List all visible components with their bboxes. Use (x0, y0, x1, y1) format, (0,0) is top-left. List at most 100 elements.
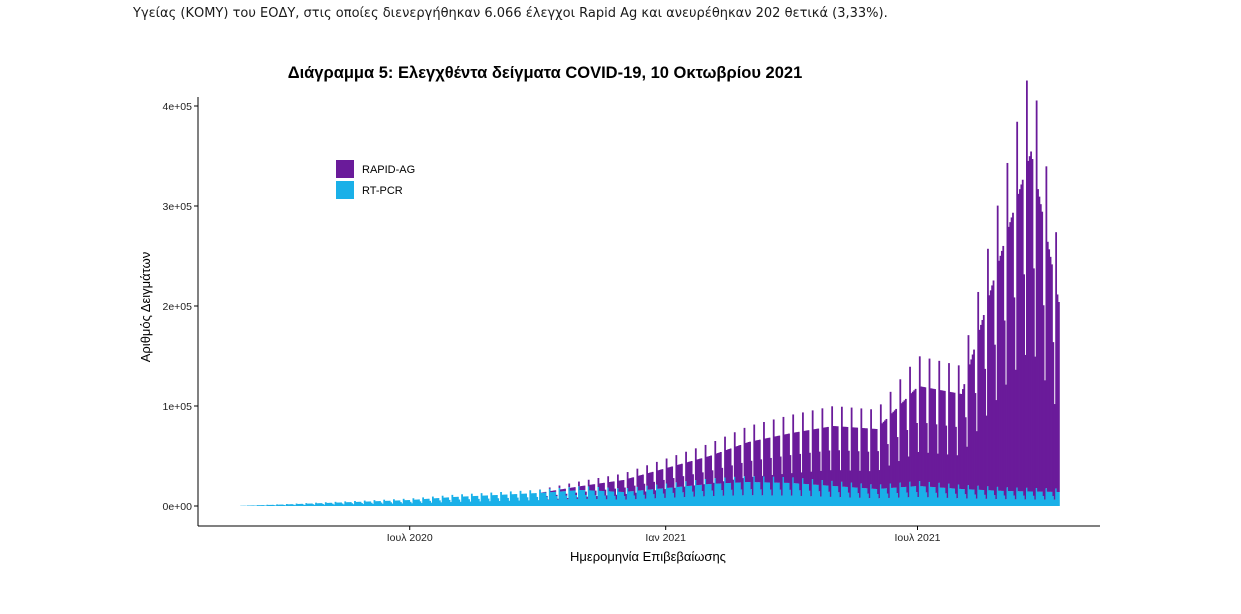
bar-rt-pcr (572, 490, 575, 506)
bar-rapid-ag (1049, 256, 1052, 492)
bar-rapid-ag (603, 482, 605, 492)
bar-rapid-ag (774, 436, 776, 483)
bar-rapid-ag (1055, 232, 1058, 489)
bar-rt-pcr (982, 490, 985, 506)
bar-rt-pcr (872, 488, 875, 506)
bar-rt-pcr (768, 482, 771, 506)
bar-rt-pcr (284, 505, 287, 506)
bar-rt-pcr (817, 484, 820, 506)
bar-rt-pcr (561, 491, 564, 506)
bar-rt-pcr (868, 498, 871, 506)
bar-rt-pcr (1039, 491, 1042, 506)
bar-rt-pcr (860, 483, 863, 506)
bar-rt-pcr (566, 499, 569, 506)
bar-rapid-ag (845, 426, 847, 487)
bar-rt-pcr (725, 483, 728, 506)
bar-rt-pcr (548, 488, 551, 506)
bar-rt-pcr (693, 496, 696, 506)
bar-rt-pcr (679, 486, 682, 506)
bar-rt-pcr (571, 490, 573, 506)
bar-rt-pcr (559, 491, 562, 506)
bar-rt-pcr (842, 486, 845, 506)
bar-rapid-ag (650, 472, 653, 490)
bar-rapid-ag (637, 475, 640, 491)
bar-rt-pcr (443, 497, 445, 506)
bar-rapid-ag (625, 493, 628, 500)
bar-rt-pcr (633, 495, 636, 506)
bar-rt-pcr (459, 501, 462, 506)
bar-rt-pcr (907, 497, 910, 506)
x-axis-label: Ημερομηνία Επιβεβαίωσης (570, 549, 726, 564)
bar-rapid-ag (829, 470, 832, 497)
bar-rt-pcr (331, 503, 334, 506)
bar-rapid-ag (982, 315, 985, 491)
bar-rapid-ag (669, 466, 672, 488)
bar-rt-pcr (920, 486, 923, 506)
bar-rt-pcr (565, 495, 568, 506)
bar-rapid-ag (877, 451, 879, 495)
bar-rt-pcr (468, 499, 470, 506)
bar-rt-pcr (395, 500, 398, 506)
bar-rt-pcr (450, 502, 452, 506)
bar-rapid-ag (882, 421, 885, 489)
bar-rt-pcr (832, 486, 835, 506)
bar-rt-pcr (316, 503, 319, 506)
bar-rt-pcr (875, 489, 878, 506)
bar-rapid-ag (664, 489, 667, 498)
bar-rapid-ag (874, 428, 877, 489)
bar-rt-pcr (466, 496, 469, 506)
bar-rt-pcr (335, 502, 338, 506)
bar-rt-pcr (372, 503, 374, 506)
bar-rt-pcr (568, 487, 571, 506)
bar-rt-pcr (601, 491, 604, 506)
bar-rapid-ag (792, 414, 795, 478)
bar-rt-pcr (283, 504, 285, 506)
bar-rt-pcr (644, 498, 647, 506)
bar-rt-pcr (546, 496, 548, 506)
bar-rapid-ag (998, 260, 1000, 491)
bar-rt-pcr (589, 490, 591, 506)
bar-rt-pcr (402, 498, 405, 506)
bar-rt-pcr (252, 505, 255, 506)
bar-rt-pcr (642, 490, 644, 506)
bar-rt-pcr (981, 489, 984, 506)
bar-rt-pcr (1038, 491, 1041, 506)
bar-rapid-ag (910, 393, 913, 487)
bar-rt-pcr (653, 494, 655, 506)
bar-rapid-ag (675, 455, 678, 483)
bar-rt-pcr (729, 482, 732, 506)
bar-rt-pcr (322, 503, 324, 506)
bar-rt-pcr (1041, 491, 1044, 506)
bar-rt-pcr (273, 505, 276, 506)
bar-rt-pcr (795, 483, 797, 506)
bar-rt-pcr (445, 497, 448, 506)
bar-rt-pcr (1005, 499, 1007, 506)
bar-rt-pcr (994, 495, 996, 506)
bar-rapid-ag (1010, 217, 1013, 492)
bar-rapid-ag (572, 487, 575, 491)
bar-rt-pcr (746, 482, 749, 506)
bar-rt-pcr (342, 504, 345, 506)
bar-rt-pcr (607, 487, 610, 506)
bar-rapid-ag (849, 470, 852, 498)
bar-rapid-ag (749, 441, 751, 483)
bar-rt-pcr (610, 491, 612, 506)
bar-rapid-ag (962, 389, 964, 490)
bar-rt-pcr (258, 505, 260, 506)
bar-rapid-ag (957, 365, 960, 485)
bar-rapid-ag (834, 426, 836, 487)
y-tick-label: 2e+05 (163, 301, 193, 313)
bar-rt-pcr (575, 495, 578, 506)
bar-rapid-ag (587, 479, 590, 487)
bar-rt-pcr (803, 483, 806, 506)
bar-rt-pcr (586, 498, 589, 506)
bar-rt-pcr (399, 502, 402, 506)
x-tick-label: Ιουλ 2021 (894, 532, 940, 544)
bar-rt-pcr (354, 500, 356, 506)
bar-rapid-ag (750, 460, 753, 490)
bar-rapid-ag (543, 492, 546, 493)
bar-rapid-ag (1026, 80, 1028, 488)
bar-rt-pcr (553, 491, 555, 506)
bar-rt-pcr (864, 488, 867, 506)
bar-rt-pcr (582, 490, 585, 506)
